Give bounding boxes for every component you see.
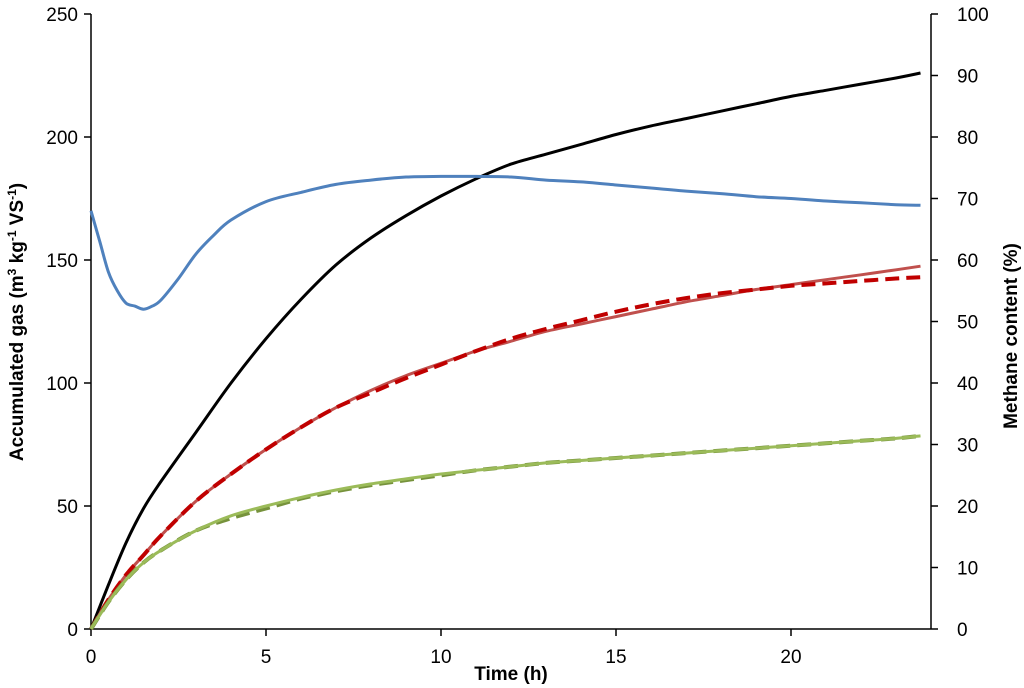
y-tick-label: 200	[46, 128, 78, 149]
y2-tick-label: 100	[957, 5, 989, 26]
y2-tick-label: 40	[957, 374, 978, 395]
x-tick-label: 5	[261, 647, 272, 668]
y-tick-label: 0	[67, 620, 78, 641]
series-line-3	[89, 275, 921, 631]
x-tick-label: 10	[430, 647, 451, 668]
y-tick-label: 50	[57, 497, 78, 518]
y-tick-label: 150	[46, 251, 78, 272]
y2-tick-label: 60	[957, 251, 978, 272]
series-line-2	[89, 264, 921, 630]
y2-tick-label: 30	[957, 436, 978, 457]
y2-tick-label: 0	[957, 620, 968, 641]
y2-axis-title: Methane content (%)	[1001, 243, 1022, 429]
x-axis-title: Time (h)	[474, 664, 548, 685]
y2-tick-label: 20	[957, 497, 978, 518]
series-line-1	[89, 71, 921, 630]
series-layer	[89, 71, 921, 631]
y-tick-label: 250	[46, 5, 78, 26]
y2-tick-label: 80	[957, 128, 978, 149]
series-line-6	[89, 174, 921, 311]
x-tick-label: 0	[86, 647, 97, 668]
series-line-5	[89, 434, 921, 630]
y2-tick-label: 50	[957, 313, 978, 334]
x-tick-label: 20	[780, 647, 801, 668]
y2-tick-label: 90	[957, 67, 978, 88]
y2-tick-label: 10	[957, 559, 978, 580]
x-tick-label: 15	[605, 647, 626, 668]
y-axis-title: Accumulated gas (m3 kg-1 VS-1)	[5, 183, 28, 461]
y2-tick-label: 70	[957, 190, 978, 211]
ticks: 0 50 100 150 200 250 0 10 20 30 40 50 60 70 80 90 100 0 5 1…	[46, 5, 988, 668]
y-tick-label: 100	[46, 374, 78, 395]
series-line-4	[89, 433, 921, 631]
